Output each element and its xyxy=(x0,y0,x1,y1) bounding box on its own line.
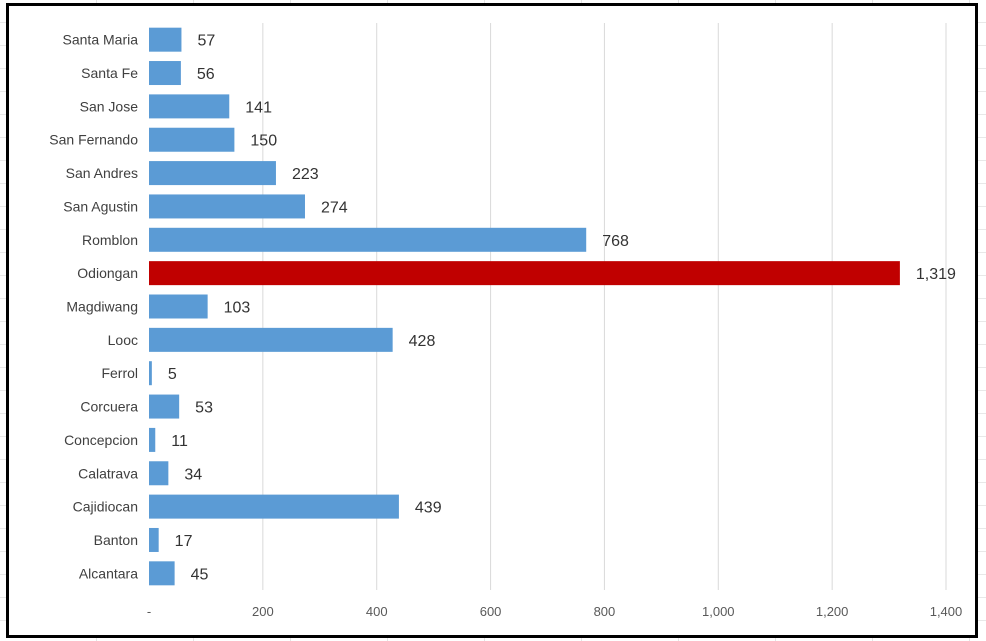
category-label: Corcuera xyxy=(80,399,138,415)
category-label: San Jose xyxy=(80,98,139,114)
bar xyxy=(149,461,169,486)
x-tick-label: 1,000 xyxy=(702,604,735,619)
category-label: Romblon xyxy=(82,232,138,248)
category-label: Magdiwang xyxy=(66,299,138,315)
category-label: Banton xyxy=(94,532,138,548)
category-label: San Agustin xyxy=(63,198,138,214)
bar xyxy=(149,361,152,386)
x-tick-label: 400 xyxy=(366,604,388,619)
bars xyxy=(149,27,900,586)
data-label: 150 xyxy=(250,133,277,150)
bar xyxy=(149,327,393,352)
category-label: Calatrava xyxy=(78,465,138,481)
category-label: Santa Fe xyxy=(81,65,138,81)
bar xyxy=(149,527,159,552)
category-label: Concepcion xyxy=(64,432,138,448)
x-tick-label: 200 xyxy=(252,604,274,619)
category-label: Looc xyxy=(108,332,138,348)
bar xyxy=(149,94,230,119)
data-label: 5 xyxy=(168,366,177,383)
data-label: 17 xyxy=(175,533,193,550)
bar xyxy=(149,27,182,52)
category-label: Santa Maria xyxy=(63,32,139,48)
x-tick-label: - xyxy=(147,604,151,619)
data-label: 11 xyxy=(171,433,188,450)
bar xyxy=(149,61,181,86)
data-label: 428 xyxy=(409,333,436,350)
x-tick-label: 1,400 xyxy=(930,604,963,619)
data-label: 53 xyxy=(195,400,213,417)
category-label: San Fernando xyxy=(49,132,138,148)
bar xyxy=(149,127,235,152)
data-label: 141 xyxy=(245,99,272,116)
data-label: 45 xyxy=(191,566,209,583)
data-label: 34 xyxy=(184,466,202,483)
data-label: 1,319 xyxy=(916,266,956,283)
category-label: Cajidiocan xyxy=(73,499,138,515)
labels: - 200 400 600 800 1,000 1,200 1,400 Santa Maria 5… xyxy=(49,32,962,619)
category-label: Ferrol xyxy=(101,365,138,381)
bar xyxy=(149,261,900,286)
bar xyxy=(149,227,587,252)
data-label: 439 xyxy=(415,500,442,517)
category-label: Odiongan xyxy=(77,265,138,281)
bar xyxy=(149,561,175,586)
category-label: San Andres xyxy=(66,165,138,181)
data-label: 223 xyxy=(292,166,319,183)
bar xyxy=(149,494,399,519)
bar xyxy=(149,427,156,452)
bar xyxy=(149,294,208,319)
x-tick-label: 600 xyxy=(480,604,502,619)
data-label: 768 xyxy=(602,233,629,250)
x-tick-label: 800 xyxy=(594,604,616,619)
bar xyxy=(149,194,305,219)
bar xyxy=(149,161,276,186)
data-label: 56 xyxy=(197,66,215,83)
category-label: Alcantara xyxy=(79,565,138,581)
data-label: 274 xyxy=(321,199,348,216)
bar xyxy=(149,394,180,419)
data-label: 103 xyxy=(224,300,251,317)
x-tick-label: 1,200 xyxy=(816,604,849,619)
data-label: 57 xyxy=(197,33,215,50)
